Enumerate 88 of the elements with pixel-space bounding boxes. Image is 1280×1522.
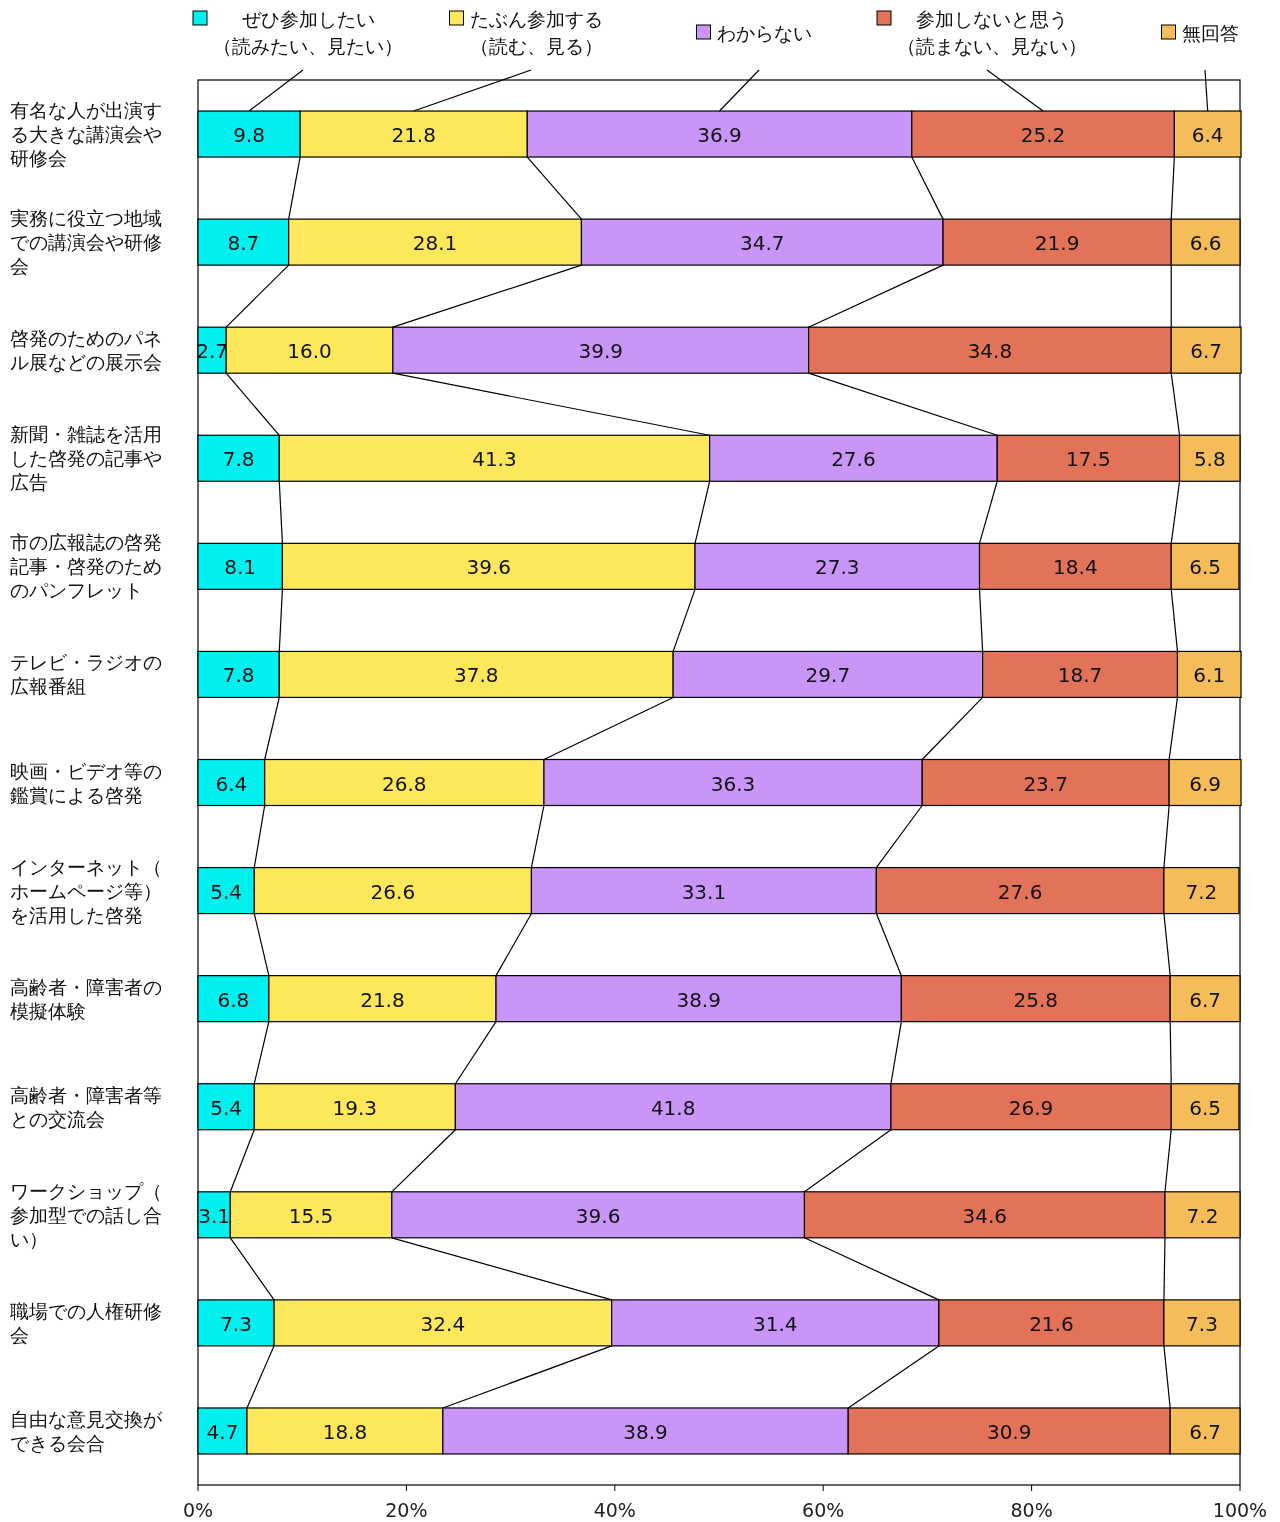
data-label: 7.3 xyxy=(1186,1311,1218,1336)
data-label: 37.8 xyxy=(453,663,499,688)
x-tick-label: 60% xyxy=(802,1499,845,1521)
data-label: 25.2 xyxy=(1020,123,1066,148)
data-label: 6.1 xyxy=(1193,663,1226,688)
data-label: 21.8 xyxy=(391,123,436,148)
data-label: 8.7 xyxy=(227,231,260,256)
data-label: 7.8 xyxy=(222,663,255,688)
data-label: 18.8 xyxy=(322,1419,368,1444)
data-label: 18.4 xyxy=(1053,555,1098,580)
y-tick-label: 自由な意見交換ができる会合 xyxy=(10,1407,163,1454)
data-label: 26.8 xyxy=(382,771,427,796)
data-label: 3.1 xyxy=(198,1203,231,1228)
data-label: 38.9 xyxy=(676,987,721,1012)
legend-label: ぜひ参加したい（読みたい、見たい） xyxy=(213,8,403,57)
data-label: 36.3 xyxy=(710,771,756,796)
legend-label: たぶん参加する（読む、見る） xyxy=(469,8,603,57)
data-label: 34.7 xyxy=(739,231,785,256)
y-tick-label: 市の広報誌の啓発記事・啓発のためのパンフレット xyxy=(10,531,162,602)
data-label: 17.5 xyxy=(1066,447,1111,472)
data-label: 21.8 xyxy=(360,987,405,1012)
data-label: 7.2 xyxy=(1185,879,1218,904)
y-tick-label: 高齢者・障害者等との交流会 xyxy=(10,1083,162,1130)
y-tick-label: ワークショップ（参加型での話し合い） xyxy=(10,1179,162,1250)
data-label: 23.7 xyxy=(1023,771,1068,796)
y-tick-label: インターネット（ホームページ等）を活用した啓発 xyxy=(10,855,162,926)
data-label: 15.5 xyxy=(288,1203,334,1228)
data-label: 39.9 xyxy=(578,339,623,364)
data-label: 18.7 xyxy=(1057,663,1103,688)
x-tick-label: 80% xyxy=(1010,1499,1053,1521)
data-label: 30.9 xyxy=(986,1419,1032,1444)
data-label: 26.9 xyxy=(1008,1095,1054,1120)
data-label: 19.3 xyxy=(332,1095,378,1120)
data-label: 8.1 xyxy=(224,555,257,580)
data-label: 39.6 xyxy=(575,1203,621,1228)
data-label: 33.1 xyxy=(681,879,727,904)
y-tick-label: 高齢者・障害者の模擬体験 xyxy=(10,975,162,1022)
x-tick-label: 40% xyxy=(593,1499,636,1521)
y-tick-label: 映画・ビデオ等の鑑賞による啓発 xyxy=(10,759,162,806)
y-tick-label: 新聞・雑誌を活用した啓発の記事や広告 xyxy=(10,423,162,494)
data-label: 6.5 xyxy=(1189,555,1221,580)
data-label: 6.7 xyxy=(1190,339,1223,364)
y-tick-label: 有名な人が出演する大きな講演会や研修会 xyxy=(10,99,162,170)
data-label: 25.8 xyxy=(1013,987,1059,1012)
x-tick-label: 0% xyxy=(182,1499,214,1521)
data-label: 7.8 xyxy=(222,447,255,472)
x-tick-label: 20% xyxy=(385,1499,428,1521)
data-label: 36.9 xyxy=(697,123,742,148)
data-label: 5.4 xyxy=(210,879,243,904)
legend-label: わからない xyxy=(716,22,812,44)
data-label: 6.4 xyxy=(215,771,248,796)
data-label: 41.3 xyxy=(472,447,517,472)
data-label: 39.6 xyxy=(466,555,511,580)
data-label: 34.8 xyxy=(967,339,1013,364)
data-label: 21.9 xyxy=(1034,231,1080,256)
data-label: 26.6 xyxy=(370,879,416,904)
data-label: 32.4 xyxy=(420,1311,466,1336)
data-label: 27.6 xyxy=(997,879,1043,904)
data-label: 28.1 xyxy=(412,231,458,256)
data-label: 6.4 xyxy=(1191,123,1224,148)
data-label: 21.6 xyxy=(1029,1311,1074,1336)
data-label: 7.2 xyxy=(1186,1203,1219,1228)
data-label: 5.8 xyxy=(1193,447,1226,472)
data-label: 6.6 xyxy=(1189,231,1222,256)
data-label: 6.8 xyxy=(217,987,250,1012)
data-label: 6.9 xyxy=(1189,771,1221,796)
data-label: 16.0 xyxy=(287,339,332,364)
y-tick-label: 実務に役立つ地域での講演会や研修会 xyxy=(10,207,162,278)
data-label: 41.8 xyxy=(650,1095,696,1120)
x-tick-label: 100% xyxy=(1212,1499,1268,1521)
data-label: 34.6 xyxy=(962,1203,1007,1228)
data-label: 6.7 xyxy=(1189,1419,1221,1444)
data-label: 6.5 xyxy=(1189,1095,1221,1120)
legend-label: 参加しないと思う（読まない、見ない） xyxy=(897,8,1087,57)
data-label: 38.9 xyxy=(623,1419,668,1444)
y-tick-label: 職場での人権研修会 xyxy=(10,1299,162,1346)
data-label: 27.6 xyxy=(831,447,876,472)
data-label: 29.7 xyxy=(805,663,851,688)
data-label: 5.4 xyxy=(210,1095,243,1120)
legend-label: 無回答 xyxy=(1181,22,1239,44)
y-tick-label: テレビ・ラジオの広報番組 xyxy=(10,651,162,698)
data-label: 31.4 xyxy=(753,1311,798,1336)
data-label: 9.8 xyxy=(233,123,265,148)
data-label: 7.3 xyxy=(220,1311,252,1336)
y-tick-label: 啓発のためのパネル展などの展示会 xyxy=(10,327,162,374)
data-label: 4.7 xyxy=(206,1419,239,1444)
data-label: 27.3 xyxy=(815,555,860,580)
data-label: 6.7 xyxy=(1189,987,1221,1012)
